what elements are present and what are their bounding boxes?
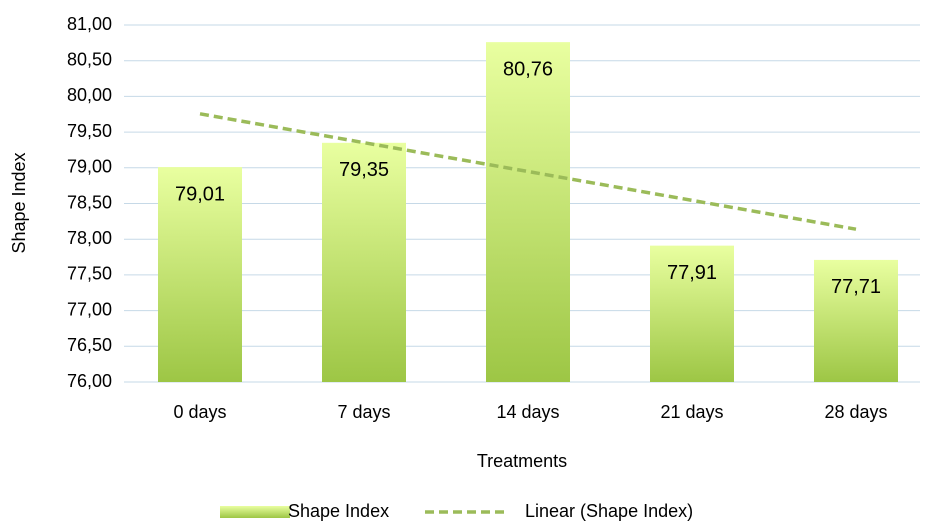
- legend-swatch: [220, 506, 290, 518]
- bar: [814, 259, 898, 382]
- y-tick-label: 76,50: [67, 335, 112, 355]
- y-tick-label: 78,00: [67, 228, 112, 248]
- bar: [650, 245, 734, 382]
- data-label: 77,71: [831, 276, 881, 298]
- y-tick-label: 77,50: [67, 264, 112, 284]
- y-tick-label: 78,50: [67, 192, 112, 212]
- y-tick-label: 81,00: [67, 14, 112, 34]
- x-tick-label: 28 days: [824, 402, 887, 422]
- bar: [486, 42, 570, 383]
- x-tick-label: 0 days: [173, 402, 226, 422]
- data-label: 77,91: [667, 262, 717, 284]
- y-tick-label: 79,50: [67, 121, 112, 141]
- bar: [322, 142, 406, 382]
- x-tick-label: 14 days: [496, 402, 559, 422]
- legend-label: Linear (Shape Index): [525, 501, 693, 521]
- x-tick-label: 21 days: [660, 402, 723, 422]
- y-tick-label: 76,00: [67, 371, 112, 391]
- y-axis-title: Shape Index: [9, 152, 29, 253]
- x-axis-title: Treatments: [477, 451, 567, 471]
- data-label: 79,35: [339, 159, 389, 181]
- bar: [158, 167, 242, 382]
- y-tick-label: 77,00: [67, 299, 112, 319]
- data-label: 80,76: [503, 58, 553, 80]
- x-tick-label: 7 days: [337, 402, 390, 422]
- y-tick-label: 80,50: [67, 49, 112, 69]
- data-label: 79,01: [175, 183, 225, 205]
- y-tick-label: 80,00: [67, 85, 112, 105]
- legend-label: Shape Index: [288, 501, 389, 521]
- y-tick-label: 79,00: [67, 157, 112, 177]
